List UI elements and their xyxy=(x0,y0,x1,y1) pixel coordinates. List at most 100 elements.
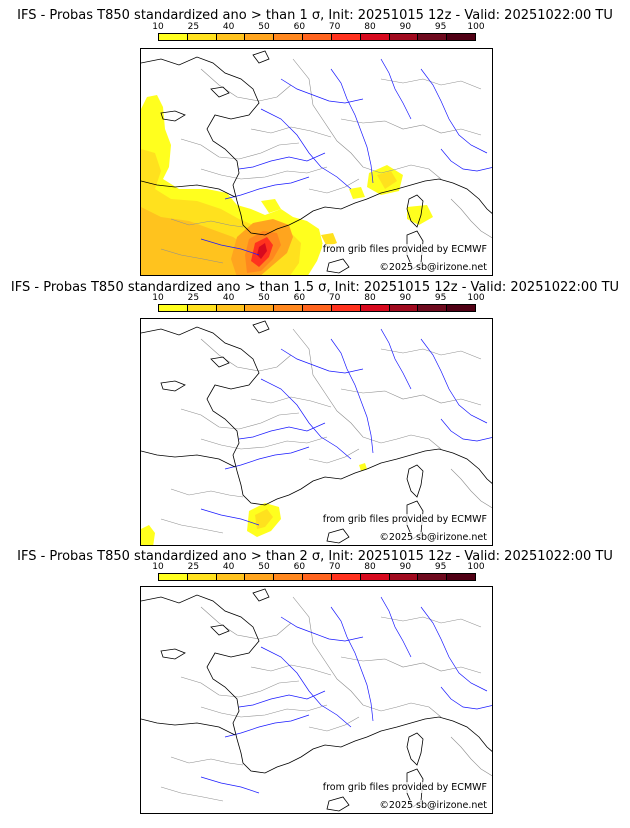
scale-tick-label: 40 xyxy=(222,293,235,303)
scale-swatch xyxy=(245,305,275,311)
river xyxy=(200,508,260,526)
source-credit: from grib files provided by ECMWF xyxy=(321,514,488,525)
coastline xyxy=(141,450,236,468)
admin-border xyxy=(200,436,328,450)
admin-border xyxy=(250,664,332,676)
scale-swatches xyxy=(158,573,476,581)
coastline xyxy=(326,528,350,544)
scale-tick-label: 25 xyxy=(187,293,200,303)
scale-tick-label: 100 xyxy=(467,22,485,32)
scale-swatches xyxy=(158,304,476,312)
scale-swatch xyxy=(245,34,275,40)
admin-border xyxy=(380,78,482,90)
map-svg xyxy=(141,50,492,275)
coastline xyxy=(252,320,270,334)
scale-swatch xyxy=(274,305,304,311)
map-svg xyxy=(141,320,492,545)
river xyxy=(224,714,310,738)
scale-swatch xyxy=(303,574,332,580)
scale-swatch xyxy=(447,34,475,40)
coastline xyxy=(141,180,236,198)
scale-swatch xyxy=(447,574,475,580)
river xyxy=(260,108,352,190)
coastline xyxy=(326,258,350,274)
color-scale: 10 25 40 50 60 70 80 90 95 100 xyxy=(152,293,485,313)
admin-border xyxy=(308,178,360,194)
river xyxy=(380,328,412,390)
river xyxy=(200,776,260,794)
basemap xyxy=(141,588,492,812)
river xyxy=(260,646,352,728)
scale-tick-label: 70 xyxy=(328,22,341,32)
river xyxy=(280,78,364,104)
copyright-credit: ©2025 sb@irizone.net xyxy=(378,800,488,811)
scale-swatch xyxy=(360,34,390,40)
coastline xyxy=(141,56,368,236)
color-scale: 10 25 40 50 60 70 80 90 95 100 xyxy=(152,22,485,42)
scale-tick-label: 60 xyxy=(293,562,306,572)
admin-border xyxy=(250,396,332,408)
river xyxy=(224,176,310,200)
coastline xyxy=(160,648,186,660)
scale-swatch xyxy=(389,34,419,40)
river xyxy=(224,446,310,470)
scale-swatch xyxy=(274,34,304,40)
scale-swatch xyxy=(274,574,304,580)
coastline xyxy=(141,594,368,774)
scale-swatch xyxy=(331,305,361,311)
river xyxy=(330,68,374,184)
river xyxy=(260,378,352,460)
probability-shading xyxy=(141,463,367,545)
admin-border xyxy=(200,606,292,640)
coastline xyxy=(160,380,186,392)
probability-map: from grib files provided by ECMWF ©2025 … xyxy=(140,318,493,546)
admin-border xyxy=(292,328,442,450)
admin-border xyxy=(450,736,492,777)
scale-tick-label: 40 xyxy=(222,562,235,572)
scale-swatches xyxy=(158,33,476,41)
coastline xyxy=(252,50,270,64)
scale-tick-label: 90 xyxy=(399,293,412,303)
coastline xyxy=(406,464,424,498)
river xyxy=(380,596,412,658)
map-panel-2: IFS - Probas T850 standardized ano > tha… xyxy=(0,270,630,546)
scale-tick-label: 95 xyxy=(434,562,447,572)
scale-tick-label: 50 xyxy=(258,293,270,303)
scale-tick-label: 25 xyxy=(187,562,200,572)
river xyxy=(330,338,374,454)
scale-swatch xyxy=(389,305,419,311)
river xyxy=(280,348,364,374)
map-panel-3: IFS - Probas T850 standardized ano > tha… xyxy=(0,540,630,814)
scale-tick-label: 10 xyxy=(152,22,164,32)
scale-swatch xyxy=(389,574,419,580)
river xyxy=(420,338,488,424)
admin-border xyxy=(180,408,300,430)
scale-tick-label: 40 xyxy=(222,22,235,32)
scale-swatch xyxy=(159,305,188,311)
coastline xyxy=(406,194,424,228)
scale-swatch xyxy=(331,34,361,40)
river xyxy=(238,422,326,440)
coastline xyxy=(210,86,230,98)
admin-border xyxy=(380,348,482,360)
scale-swatch xyxy=(303,305,332,311)
scale-tick-label: 50 xyxy=(258,22,270,32)
coastline xyxy=(326,796,350,812)
scale-swatch xyxy=(303,34,332,40)
scale-tick-label: 70 xyxy=(328,562,341,572)
scale-swatch xyxy=(418,305,448,311)
admin-border xyxy=(200,704,328,718)
scale-swatch xyxy=(360,574,390,580)
map-panel-1: IFS - Probas T850 standardized ano > tha… xyxy=(0,0,630,276)
scale-tick-label: 95 xyxy=(434,22,447,32)
probability-map: from grib files provided by ECMWF ©2025 … xyxy=(140,586,493,814)
coastline xyxy=(366,448,492,484)
scale-swatch xyxy=(360,305,390,311)
coastline xyxy=(141,326,368,506)
scale-swatch xyxy=(447,305,475,311)
scale-tick-label: 50 xyxy=(258,562,270,572)
river xyxy=(380,58,412,120)
scale-tick-label: 25 xyxy=(187,22,200,32)
admin-border xyxy=(200,338,292,372)
scale-tick-label: 100 xyxy=(467,293,485,303)
